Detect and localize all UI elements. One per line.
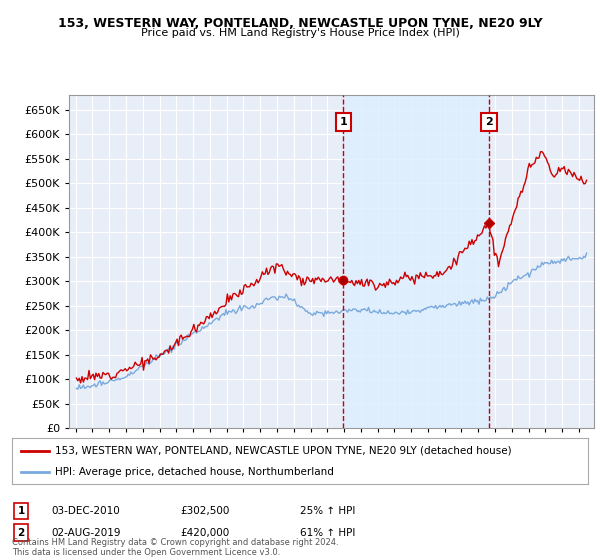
Text: 153, WESTERN WAY, PONTELAND, NEWCASTLE UPON TYNE, NE20 9LY: 153, WESTERN WAY, PONTELAND, NEWCASTLE U… xyxy=(58,17,542,30)
Text: Contains HM Land Registry data © Crown copyright and database right 2024.
This d: Contains HM Land Registry data © Crown c… xyxy=(12,538,338,557)
Text: 03-DEC-2010: 03-DEC-2010 xyxy=(51,506,120,516)
Text: HPI: Average price, detached house, Northumberland: HPI: Average price, detached house, Nort… xyxy=(55,467,334,477)
Text: 02-AUG-2019: 02-AUG-2019 xyxy=(51,528,121,538)
Text: 2: 2 xyxy=(17,528,25,538)
Text: 153, WESTERN WAY, PONTELAND, NEWCASTLE UPON TYNE, NE20 9LY (detached house): 153, WESTERN WAY, PONTELAND, NEWCASTLE U… xyxy=(55,446,512,456)
Text: 61% ↑ HPI: 61% ↑ HPI xyxy=(300,528,355,538)
Text: 1: 1 xyxy=(17,506,25,516)
Text: £420,000: £420,000 xyxy=(180,528,229,538)
Text: £302,500: £302,500 xyxy=(180,506,229,516)
Text: 1: 1 xyxy=(340,117,347,127)
Text: Price paid vs. HM Land Registry's House Price Index (HPI): Price paid vs. HM Land Registry's House … xyxy=(140,28,460,38)
Text: 2: 2 xyxy=(485,117,493,127)
Text: 25% ↑ HPI: 25% ↑ HPI xyxy=(300,506,355,516)
Bar xyxy=(343,95,489,428)
